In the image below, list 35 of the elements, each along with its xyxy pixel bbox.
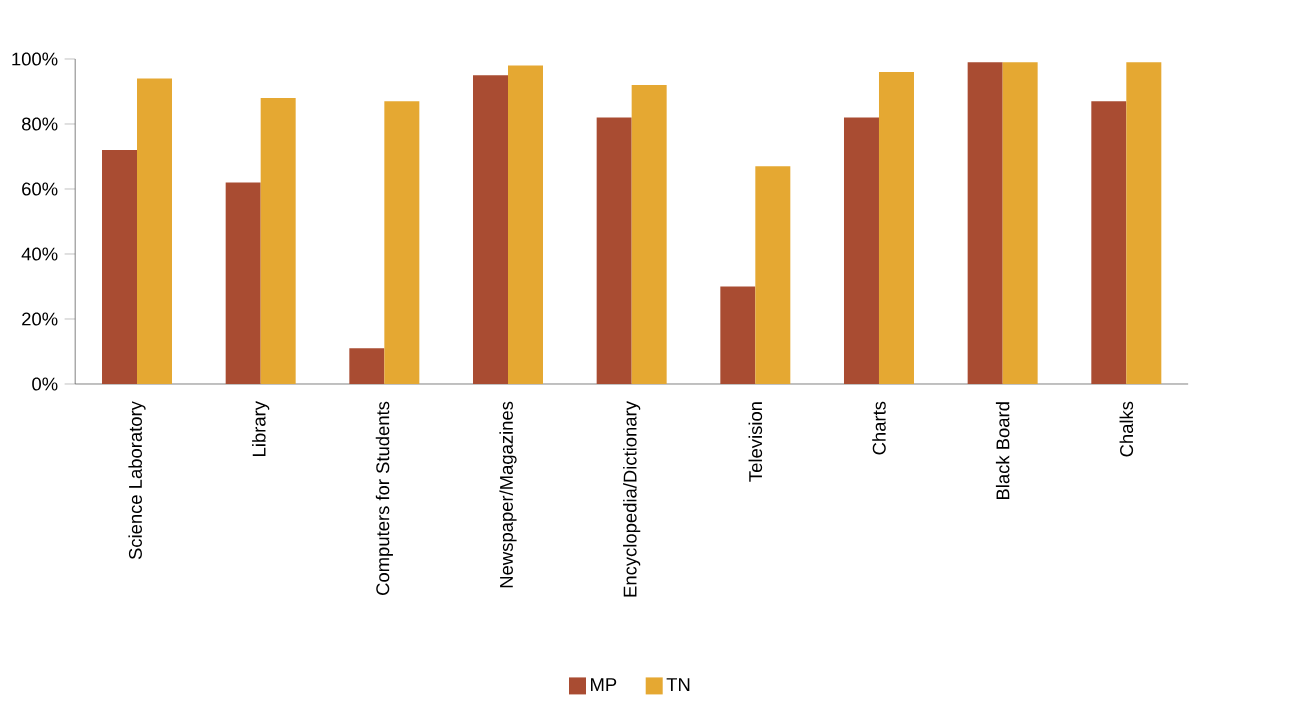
x-tick-label: Encyclopedia/Dictionary [623, 401, 641, 597]
bar [137, 78, 173, 384]
bar [1002, 62, 1038, 384]
bar [631, 85, 667, 384]
bar [720, 286, 756, 384]
x-tick-label: Black Board [995, 402, 1010, 499]
y-tick-label: 20% [22, 312, 58, 326]
x-tick-label: Chalks [1119, 401, 1134, 457]
bar [508, 65, 543, 384]
y-tick-label: 40% [21, 247, 58, 261]
bar [260, 97, 296, 384]
x-tick-label: Charts [872, 401, 886, 455]
bar [102, 149, 138, 384]
bar [1091, 101, 1127, 384]
bar [967, 62, 1003, 384]
bar [225, 182, 261, 384]
bar [755, 166, 791, 384]
x-tick-label: Newspaper/Magazines [499, 401, 517, 588]
bar [596, 117, 632, 384]
x-tick-label: Computers for Students [375, 401, 393, 595]
bar [349, 348, 385, 384]
x-tick-label: Library [252, 401, 270, 456]
y-tick-label: 100% [12, 52, 58, 66]
y-tick-label: 60% [22, 182, 58, 196]
y-tick-label: 0% [32, 377, 58, 391]
legend-label: TN [666, 678, 690, 691]
bar [384, 101, 420, 384]
bar [843, 117, 879, 384]
x-tick-label: Science Laboratory [128, 401, 146, 560]
bar [878, 71, 914, 384]
x-tick-label: Television [748, 402, 763, 482]
y-tick-label: 80% [22, 117, 58, 131]
legend-label: MP [591, 678, 617, 691]
bar [1126, 62, 1162, 384]
bar [473, 75, 508, 384]
